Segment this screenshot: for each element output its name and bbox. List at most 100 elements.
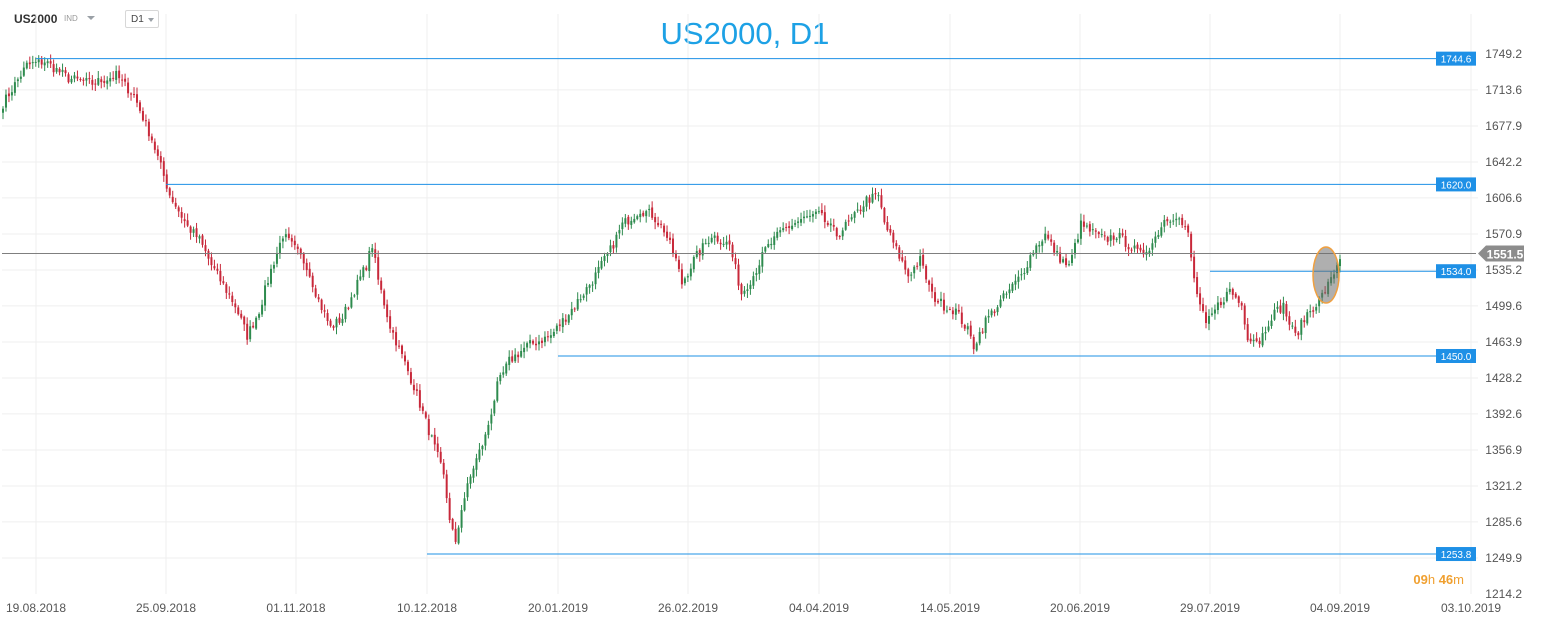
candle-body [296,246,299,249]
candle-body [272,264,275,269]
candle-body [1020,274,1023,276]
candle-body [511,356,514,362]
candle-body [880,195,883,208]
candle-body [37,59,40,63]
candle-body [389,316,392,329]
candle-body [427,419,430,436]
candle-body [1073,242,1076,255]
candle-body [1068,264,1071,266]
level-tag [1436,264,1476,279]
candle-body [805,216,808,218]
candle-body [1127,247,1130,250]
candle-body [186,220,189,226]
y-tick-label: 1214.2 [1485,587,1522,601]
candle-body [1261,333,1264,346]
candle-body [124,78,127,82]
candle-body [1076,239,1079,243]
candle-body [710,237,713,243]
timeframe-label: D1 [131,14,144,25]
x-tick-label: 19.08.2018 [6,601,66,615]
candle-body [671,238,674,254]
candle-body [561,318,564,328]
candle-body [368,251,371,272]
candle-body [666,231,669,238]
candle-body [329,320,332,326]
candle-body [121,79,124,81]
candle-body [112,77,115,79]
candle-body [877,195,880,197]
candle-body [761,252,764,267]
candle-body [284,234,287,238]
candle-body [219,270,222,282]
current-price-label: 1551.5 [1487,248,1524,262]
candle-body [1294,326,1297,333]
y-tick-label: 1321.2 [1485,479,1522,493]
candle-body [865,196,868,207]
horizontal-levels: 1744.6 1620.0 1534.0 1450.0 1253.8 [36,51,1476,562]
candle-body [70,78,73,83]
candle-body [43,62,46,66]
candle-body [1118,232,1121,239]
x-tick-label: 04.09.2019 [1310,601,1370,615]
candle-body [457,527,460,544]
candle-body [850,217,853,220]
candle-body [275,252,278,264]
candle-body [1234,293,1237,298]
candle-body [585,287,588,295]
candle-body [910,274,913,276]
candle-body [931,283,934,292]
candle-body [1139,247,1142,251]
candle-body [597,266,600,273]
candle-body [1094,230,1097,232]
candle-body [898,247,901,259]
timeframe-select[interactable]: D1 [125,10,159,28]
candle-body [651,207,654,218]
price-axis: 1749.2 1713.6 1677.9 1642.2 1606.6 1570.9 1535… [1485,47,1522,601]
candle-body [942,299,945,311]
candle-body [377,257,380,280]
candle-body [269,268,272,284]
y-tick-label: 1392.6 [1485,407,1522,421]
candle-body [719,242,722,245]
candle-body [46,61,49,64]
candle-body [153,141,156,150]
candle-body [392,330,395,333]
candle-body [1219,301,1222,306]
candle-body [106,80,109,84]
candle-body [603,255,606,262]
candle-body [466,483,469,498]
candle-body [76,76,79,79]
candle-body [621,222,624,230]
candle-body [10,92,13,96]
candle-body [150,136,153,141]
candle-body [204,245,207,252]
y-tick-label: 1428.2 [1485,371,1522,385]
candle-body [546,336,549,338]
chart-toolbar: US2000 IND D1 [0,0,1546,34]
candle-body [278,242,281,254]
candle-body [1222,302,1225,305]
candle-body [934,292,937,302]
candle-body [612,245,615,249]
candle-body [499,374,502,382]
candle-body [1091,229,1094,231]
candle-body [1181,217,1184,226]
candle-body [290,238,293,242]
symbol-dropdown-icon[interactable] [87,16,95,20]
candle-body [135,94,138,103]
highlight-ellipse [1312,246,1340,304]
candle-body [338,317,341,323]
candle-body [418,390,421,408]
candle-body [133,94,136,96]
candle-body [1252,339,1255,342]
candle-body [442,462,445,475]
candle-body [1184,226,1187,228]
candle-body [31,62,34,64]
candle-body [773,236,776,245]
x-tick-label: 03.10.2019 [1441,601,1501,615]
candle-body [350,297,353,308]
candle-body [412,384,415,391]
candle-body [1059,252,1062,263]
candle-body [755,273,758,275]
